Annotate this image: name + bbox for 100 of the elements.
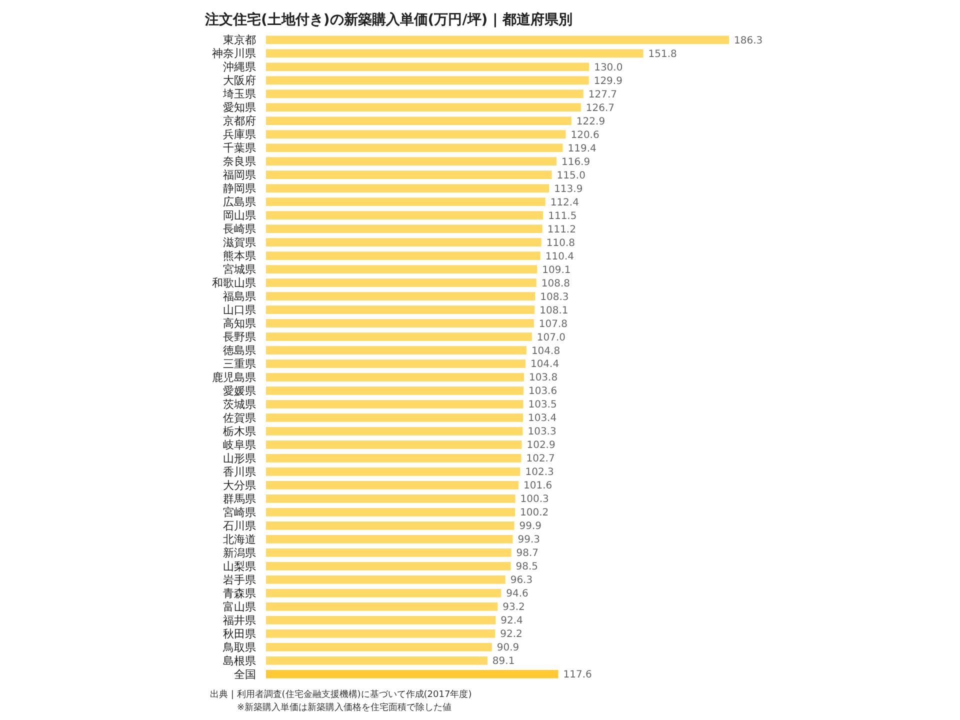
bar bbox=[266, 278, 536, 287]
y-tick-label: 東京都 bbox=[223, 34, 256, 47]
data-label: 126.7 bbox=[586, 102, 615, 114]
data-label: 98.5 bbox=[516, 562, 538, 573]
bar bbox=[266, 36, 729, 44]
data-label: 109.1 bbox=[542, 264, 571, 276]
data-label: 102.7 bbox=[526, 454, 555, 465]
y-tick-label: 宮崎県 bbox=[223, 506, 256, 520]
bar bbox=[266, 521, 514, 530]
data-label: 98.7 bbox=[516, 548, 539, 560]
data-label: 110.4 bbox=[545, 251, 574, 262]
bar bbox=[266, 292, 536, 300]
bar bbox=[266, 144, 563, 152]
data-label: 99.3 bbox=[518, 534, 540, 546]
y-tick-label: 岐阜県 bbox=[223, 438, 256, 452]
bar bbox=[266, 494, 516, 503]
chart-title: 注文住宅(土地付き)の新築購入単価(万円/坪) | 都道府県別 bbox=[204, 11, 573, 28]
y-tick-label: 鹿児島県 bbox=[212, 371, 256, 384]
data-label: 90.9 bbox=[496, 642, 520, 654]
y-tick-label: 佐賀県 bbox=[223, 412, 256, 425]
data-label: 111.2 bbox=[547, 224, 576, 236]
bar bbox=[266, 414, 523, 422]
y-tick-label: 島根県 bbox=[223, 654, 256, 668]
bar bbox=[266, 670, 558, 678]
bar bbox=[266, 103, 581, 112]
y-tick-label: 長野県 bbox=[223, 330, 256, 344]
data-label: 107.0 bbox=[536, 332, 566, 344]
y-tick-label: 香川県 bbox=[223, 466, 256, 479]
data-label: 103.3 bbox=[528, 426, 556, 438]
bar bbox=[266, 346, 526, 354]
bar bbox=[266, 90, 584, 98]
y-tick-label: 石川県 bbox=[223, 520, 256, 533]
data-label: 103.4 bbox=[528, 413, 557, 424]
bar bbox=[266, 588, 502, 598]
bar bbox=[266, 616, 496, 624]
y-tick-label: 富山県 bbox=[223, 600, 256, 614]
data-label: 103.8 bbox=[528, 372, 558, 384]
data-label: 108.8 bbox=[541, 278, 570, 290]
data-label: 115.0 bbox=[556, 170, 586, 182]
bar bbox=[266, 642, 492, 652]
text: ※新築購入単価は新築購入価格を住宅面積で除した値 bbox=[237, 702, 452, 713]
y-tick-label: 北海道 bbox=[223, 533, 256, 546]
data-label: 99.9 bbox=[519, 521, 542, 532]
y-tick-label: 高知県 bbox=[223, 317, 256, 330]
y-tick-label: 神奈川県 bbox=[212, 47, 256, 60]
y-tick-label: 千葉県 bbox=[223, 142, 256, 155]
bar bbox=[266, 656, 488, 665]
y-tick-label: 福岡県 bbox=[223, 168, 256, 182]
data-label: 112.4 bbox=[550, 197, 579, 208]
bar bbox=[266, 238, 542, 246]
y-tick-label: 兵庫県 bbox=[223, 128, 256, 142]
y-tick-label: 福井県 bbox=[223, 614, 256, 627]
bar bbox=[266, 386, 524, 395]
data-label: 104.4 bbox=[530, 359, 560, 370]
y-tick-label: 愛媛県 bbox=[223, 384, 256, 398]
y-tick-label: 大阪府 bbox=[223, 74, 256, 88]
y-tick-label: 群馬県 bbox=[223, 492, 256, 506]
y-tick-label: 青森県 bbox=[223, 587, 256, 600]
data-label: 186.3 bbox=[734, 35, 763, 46]
y-tick-label: 岩手県 bbox=[223, 574, 256, 587]
bar bbox=[266, 265, 538, 274]
data-label: 129.9 bbox=[594, 76, 622, 87]
y-tick-label: 熊本県 bbox=[223, 250, 256, 263]
bar bbox=[266, 548, 512, 557]
data-label: 108.3 bbox=[540, 292, 569, 303]
data-label: 120.6 bbox=[570, 130, 600, 141]
y-tick-label: 奈良県 bbox=[223, 155, 256, 168]
y-tick-label: 長崎県 bbox=[223, 222, 256, 236]
y-tick-label: 愛知県 bbox=[223, 101, 256, 114]
data-label: 113.9 bbox=[554, 184, 583, 195]
y-tick-label: 滋賀県 bbox=[223, 236, 256, 250]
data-label: 101.6 bbox=[524, 480, 552, 492]
y-tick-label: 広島県 bbox=[223, 196, 256, 209]
bar bbox=[266, 62, 590, 72]
y-tick-label: 静岡県 bbox=[223, 182, 256, 196]
data-label: 102.9 bbox=[526, 440, 556, 452]
data-label: 100.3 bbox=[520, 494, 549, 506]
y-tick-label: 徳島県 bbox=[223, 344, 256, 358]
y-tick-label: 鳥取県 bbox=[222, 640, 256, 654]
bar bbox=[266, 400, 524, 408]
bar bbox=[266, 319, 534, 328]
bar bbox=[266, 211, 544, 220]
data-label: 127.7 bbox=[588, 89, 618, 100]
bar bbox=[266, 184, 550, 193]
data-label: 111.5 bbox=[548, 210, 577, 222]
y-tick-label: 秋田県 bbox=[223, 627, 256, 640]
bar bbox=[266, 76, 589, 85]
bar bbox=[266, 373, 524, 382]
bar bbox=[266, 360, 526, 368]
y-tick-label: 茨城県 bbox=[223, 398, 256, 412]
bar bbox=[266, 130, 566, 139]
data-label: 103.5 bbox=[528, 400, 557, 411]
y-tick-label: 山梨県 bbox=[223, 560, 256, 574]
data-label: 94.6 bbox=[506, 588, 528, 600]
bar bbox=[266, 508, 516, 516]
bar bbox=[266, 306, 535, 314]
bar bbox=[266, 427, 523, 436]
bar bbox=[266, 562, 511, 570]
y-tick-label: 岡山県 bbox=[223, 209, 256, 222]
bar bbox=[266, 602, 498, 611]
